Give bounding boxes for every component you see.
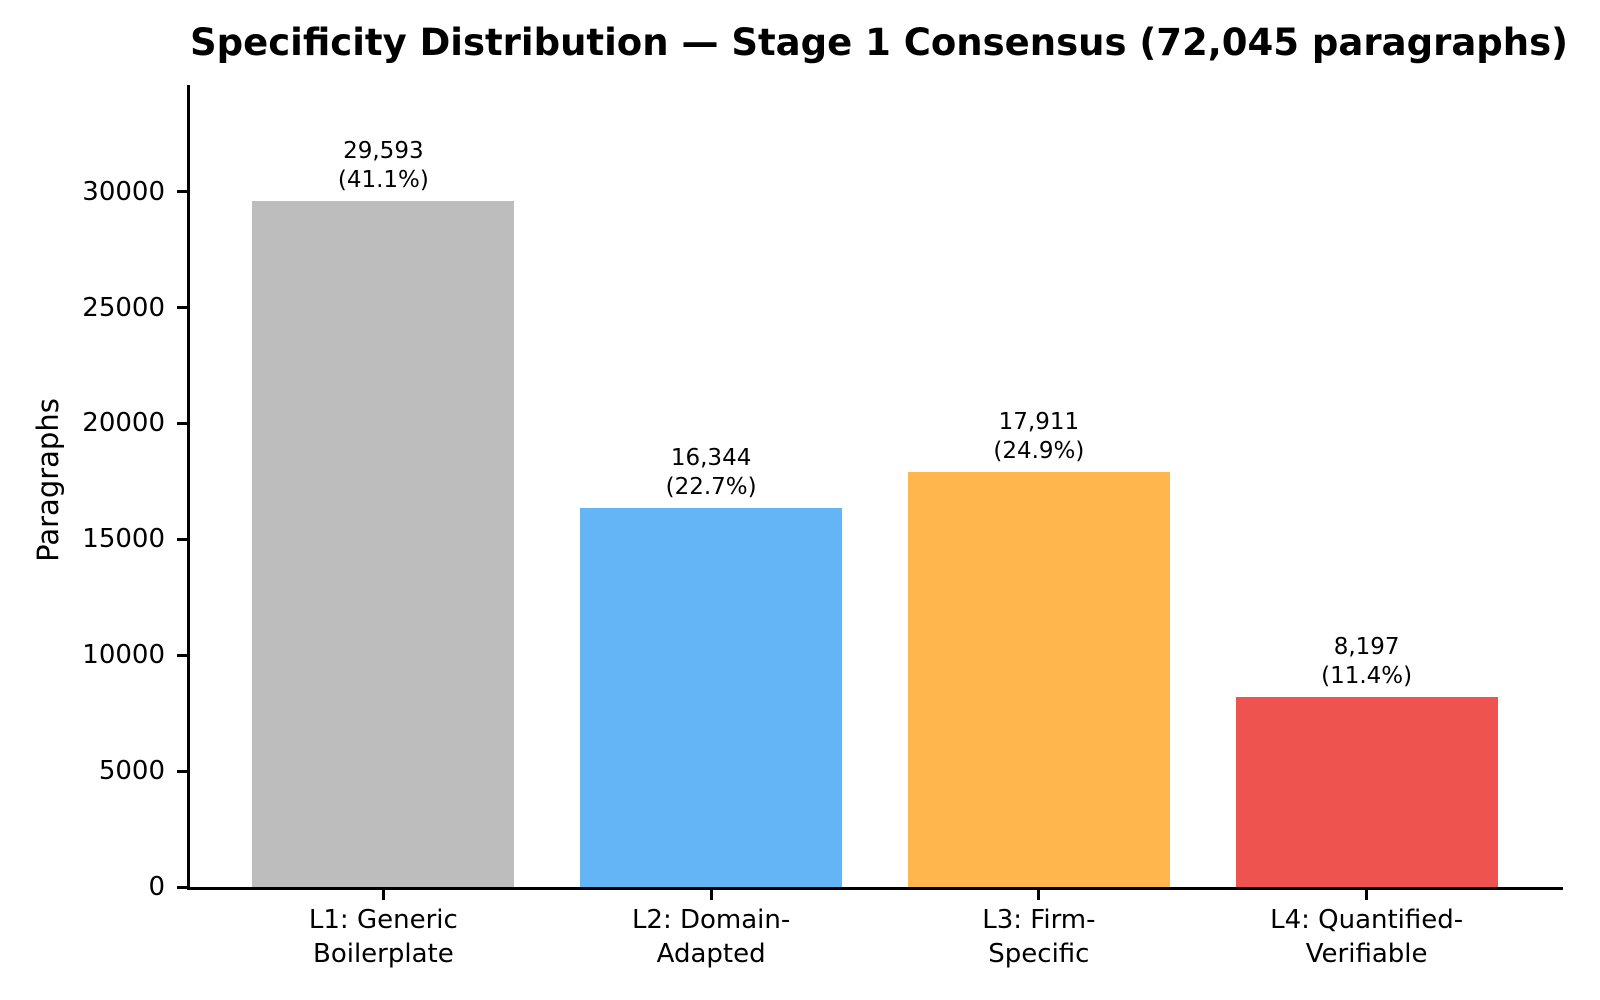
x-tick-mark <box>709 890 713 900</box>
y-tick-mark <box>177 885 187 889</box>
bar-pct-label: (11.4%) <box>1321 663 1413 690</box>
bar-pct-label: (24.9%) <box>993 437 1085 464</box>
x-tick-label-line1: L2: Domain- <box>631 905 791 935</box>
bar-value-label: 29,593 <box>343 138 424 165</box>
bar-value-label: 8,197 <box>1333 634 1400 661</box>
bar-annotation: 16,344 (22.7%) <box>561 444 861 502</box>
y-tick-label: 20000 <box>82 408 165 439</box>
y-tick-mark <box>177 306 187 310</box>
x-tick-mark <box>1037 890 1041 900</box>
y-tick-mark <box>177 190 187 194</box>
y-tick-label: 0 <box>148 872 165 902</box>
x-tick-label-line2: Adapted <box>656 939 766 969</box>
x-axis-spine <box>187 887 1563 890</box>
bar-value-label: 16,344 <box>670 445 752 472</box>
y-tick-label: 30000 <box>82 176 165 207</box>
bar-annotation: 8,197 (11.4%) <box>1217 633 1517 691</box>
x-tick-label-line1: L4: Quantified- <box>1270 905 1464 935</box>
x-tick-label: L3: Firm- Specific <box>869 903 1209 971</box>
bar <box>907 471 1170 887</box>
x-tick-label-line1: L1: Generic <box>308 905 458 935</box>
x-tick-mark <box>1365 890 1369 900</box>
bar-value-label: 17,911 <box>998 408 1080 435</box>
y-tick-mark <box>177 653 187 657</box>
bar-pct-label: (41.1%) <box>337 167 429 194</box>
y-tick-label: 15000 <box>82 524 165 555</box>
bar-pct-label: (22.7%) <box>665 474 757 501</box>
bar <box>1235 697 1498 887</box>
x-tick-label-line2: Specific <box>988 939 1090 969</box>
bar-annotation: 29,593 (41.1%) <box>233 137 533 195</box>
y-axis-spine <box>187 85 190 890</box>
chart-title: Specificity Distribution — Stage 1 Conse… <box>190 21 1569 64</box>
x-tick-label-line1: L3: Firm- <box>982 905 1096 935</box>
bar <box>580 508 843 887</box>
x-tick-label-line2: Boilerplate <box>312 939 454 969</box>
y-tick-label: 10000 <box>82 640 165 671</box>
y-tick-mark <box>177 537 187 541</box>
y-tick-mark <box>177 769 187 773</box>
plot-area: 29,593 (41.1%) 16,344 (22.7%) 17,911 (24.9%) 8… <box>190 85 1560 887</box>
y-tick-label: 5000 <box>98 756 165 787</box>
bar <box>252 201 515 887</box>
x-tick-mark <box>381 890 385 900</box>
x-tick-label-line2: Verifiable <box>1305 939 1428 969</box>
x-tick-label: L4: Quantified- Verifiable <box>1197 903 1537 971</box>
y-tick-mark <box>177 421 187 425</box>
x-tick-label: L2: Domain- Adapted <box>541 903 881 971</box>
x-tick-label: L1: Generic Boilerplate <box>213 903 553 971</box>
bar-annotation: 17,911 (24.9%) <box>889 408 1189 466</box>
y-tick-label: 25000 <box>82 292 165 323</box>
